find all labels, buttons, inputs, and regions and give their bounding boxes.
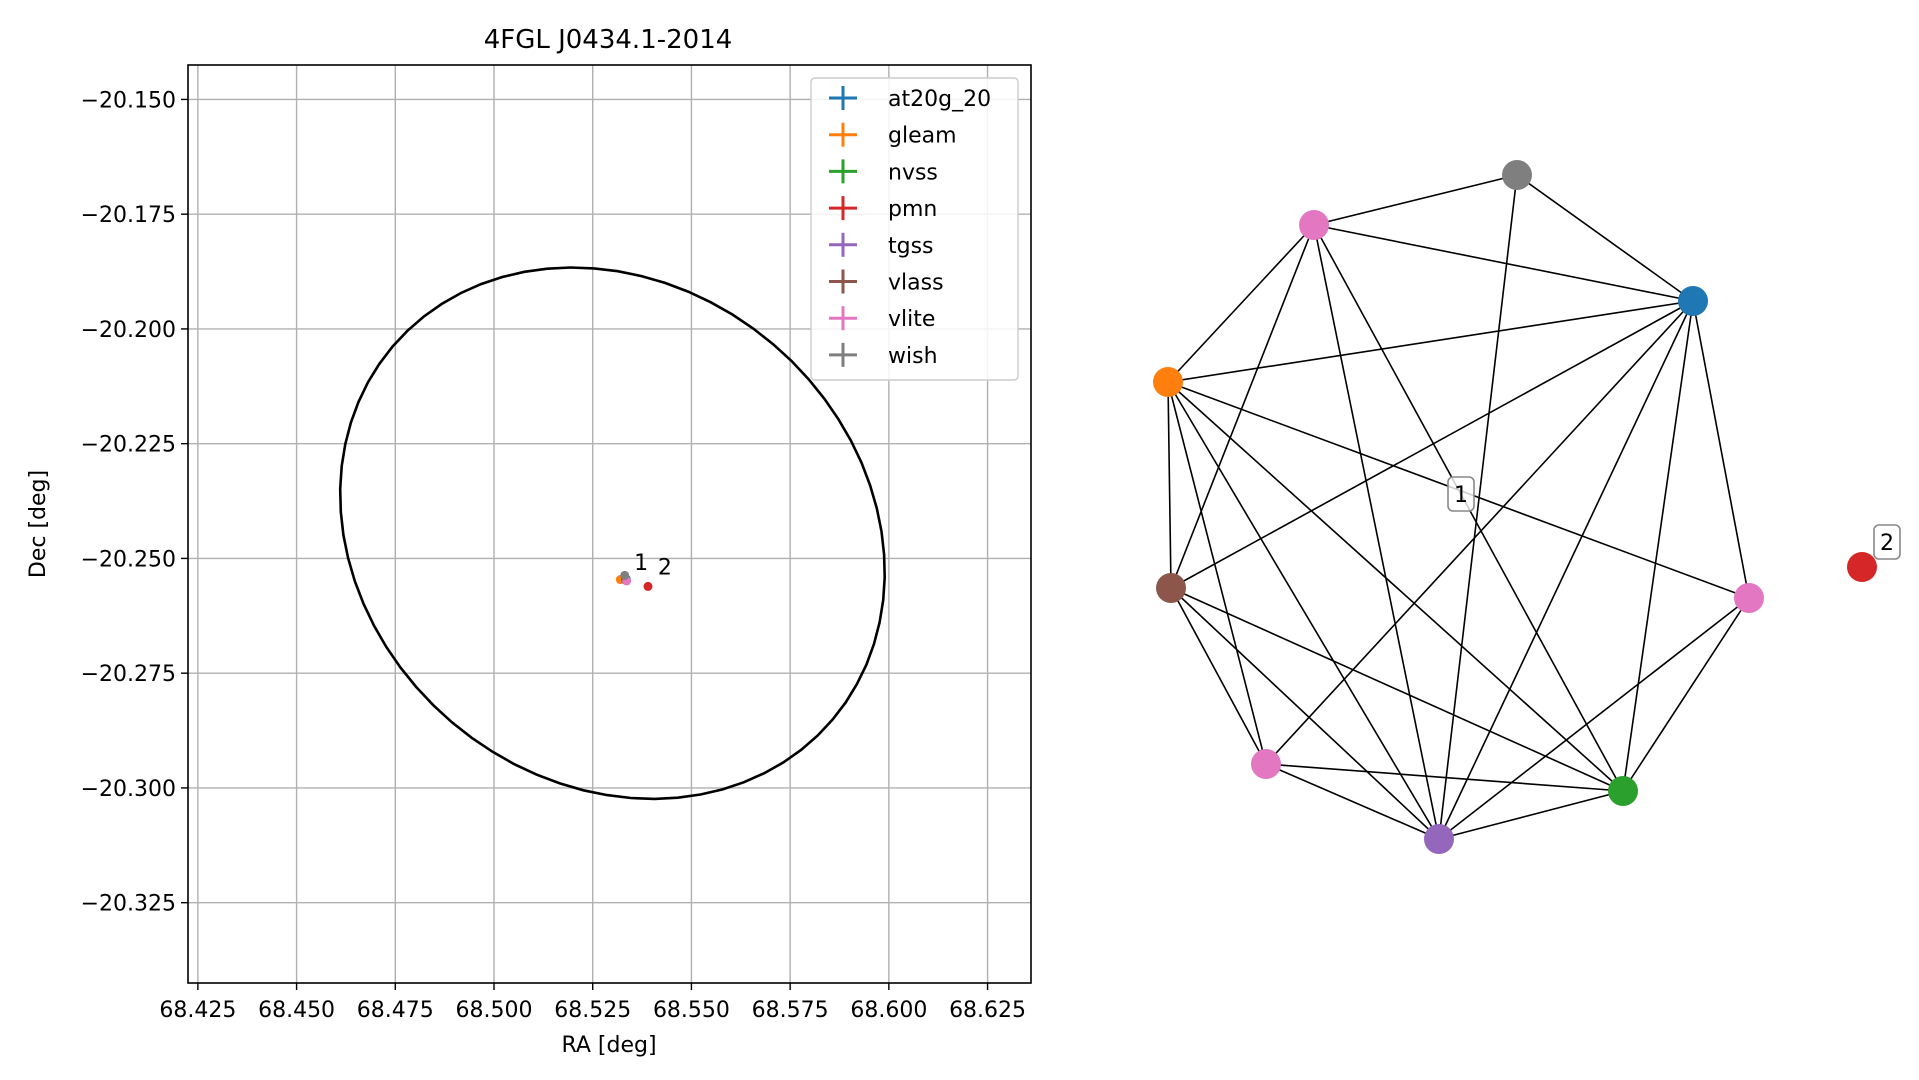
- graph-edge: [1167, 381, 1172, 589]
- graph-edge: [1167, 224, 1315, 383]
- group-label-text: 2: [1880, 531, 1894, 556]
- x-tick-label: 68.525: [554, 998, 631, 1023]
- graph-node: [1251, 749, 1281, 779]
- graph-edge: [1622, 597, 1750, 792]
- legend-label: at20g_20: [888, 87, 991, 112]
- graph-edge: [1170, 587, 1624, 792]
- y-ticks: −20.150 −20.175 −20.200 −20.225 −20.250 −20.2…: [81, 88, 188, 917]
- y-axis-label: Dec [deg]: [26, 470, 51, 578]
- x-tick-label: 68.600: [850, 998, 927, 1023]
- graph-edge: [1516, 174, 1694, 302]
- y-tick-label: −20.300: [81, 777, 176, 802]
- graph-node: [1847, 552, 1877, 582]
- y-tick-label: −20.275: [81, 662, 176, 687]
- legend-item-pmn: pmn: [829, 196, 937, 222]
- legend-label: pmn: [888, 197, 937, 222]
- graph-node: [1299, 210, 1329, 240]
- graph-edge: [1438, 174, 1518, 840]
- x-ticks: 68.425 68.450 68.475 68.500 68.525 68.550 68.5…: [159, 983, 1026, 1023]
- error-ellipse: [338, 266, 887, 801]
- graph-edge: [1438, 597, 1750, 840]
- graph-group-labels: 12: [1447, 476, 1901, 560]
- graph-edges: [1167, 174, 1750, 840]
- group-label: 2: [1873, 524, 1901, 560]
- x-axis-label: RA [deg]: [561, 1033, 656, 1058]
- source-points: [615, 570, 653, 591]
- graph-edge: [1438, 300, 1694, 840]
- graph-edge: [1167, 381, 1624, 792]
- graph-edge: [1265, 300, 1694, 765]
- graph-nodes: [1153, 160, 1877, 854]
- y-tick-label: −20.325: [81, 892, 176, 917]
- group-label-text: 1: [1454, 483, 1468, 508]
- x-tick-label: 68.500: [456, 998, 533, 1023]
- group-label-box: [1873, 524, 1901, 560]
- x-tick-label: 68.475: [357, 998, 434, 1023]
- grid: [188, 65, 1031, 983]
- legend-item-tgss: tgss: [829, 232, 934, 259]
- association-graph: 12: [1153, 160, 1901, 854]
- graph-edge: [1170, 587, 1267, 765]
- legend-label: gleam: [888, 124, 957, 149]
- legend-label: tgss: [888, 234, 934, 259]
- graph-edge: [1313, 174, 1518, 226]
- legend-item-wish: wish: [829, 342, 938, 369]
- legend-item-nvss: nvss: [829, 159, 938, 185]
- legend-item-vlite: vlite: [829, 306, 935, 332]
- y-tick-label: −20.200: [81, 318, 176, 343]
- graph-node: [1608, 776, 1638, 806]
- group-label-box: [1447, 476, 1475, 512]
- y-tick-label: −20.250: [81, 547, 176, 572]
- ellipse-outline: [338, 266, 887, 801]
- graph-edge: [1692, 300, 1750, 599]
- graph-edge: [1438, 790, 1624, 840]
- legend-label: vlass: [888, 271, 944, 296]
- legend-label: wish: [888, 344, 938, 369]
- y-tick-label: −20.175: [81, 203, 176, 228]
- group-label: 1: [1447, 476, 1475, 512]
- y-tick-label: −20.150: [81, 88, 176, 113]
- graph-edge: [1313, 224, 1694, 302]
- graph-node: [1678, 286, 1708, 316]
- x-tick-label: 68.550: [653, 998, 730, 1023]
- legend-item-vlass: vlass: [829, 269, 944, 296]
- graph-node: [1153, 367, 1183, 397]
- graph-edge: [1622, 300, 1694, 792]
- x-tick-label: 68.575: [752, 998, 829, 1023]
- graph-edge: [1170, 587, 1440, 840]
- legend-label: nvss: [888, 160, 938, 185]
- x-tick-label: 68.625: [949, 998, 1026, 1023]
- legend-item-at20g_20: at20g_20: [829, 86, 991, 112]
- x-tick-label: 68.450: [258, 998, 335, 1023]
- point-annotation: 2: [658, 555, 672, 580]
- graph-node: [1502, 160, 1532, 190]
- point-annotation: 1: [634, 551, 648, 576]
- legend-item-gleam: gleam: [829, 122, 957, 149]
- graph-node: [1734, 583, 1764, 613]
- graph-node: [1156, 573, 1186, 603]
- graph-edge: [1170, 300, 1694, 589]
- graph-edge: [1170, 224, 1315, 589]
- graph-edge: [1265, 763, 1624, 792]
- point-pmn: [643, 581, 653, 591]
- chart-title: 4FGL J0434.1-2014: [484, 25, 733, 55]
- graph-edge: [1167, 300, 1694, 383]
- plot-frame: [187, 64, 1032, 984]
- graph-node: [1424, 824, 1454, 854]
- legend-label: vlite: [888, 307, 935, 332]
- graph-edge: [1167, 381, 1440, 840]
- point-wish: [620, 570, 630, 580]
- y-tick-label: −20.225: [81, 433, 176, 458]
- x-tick-label: 68.425: [159, 998, 236, 1023]
- legend-box: [810, 77, 1019, 381]
- graph-edge: [1265, 763, 1440, 840]
- graph-edge: [1167, 381, 1267, 765]
- graph-edge: [1313, 224, 1440, 840]
